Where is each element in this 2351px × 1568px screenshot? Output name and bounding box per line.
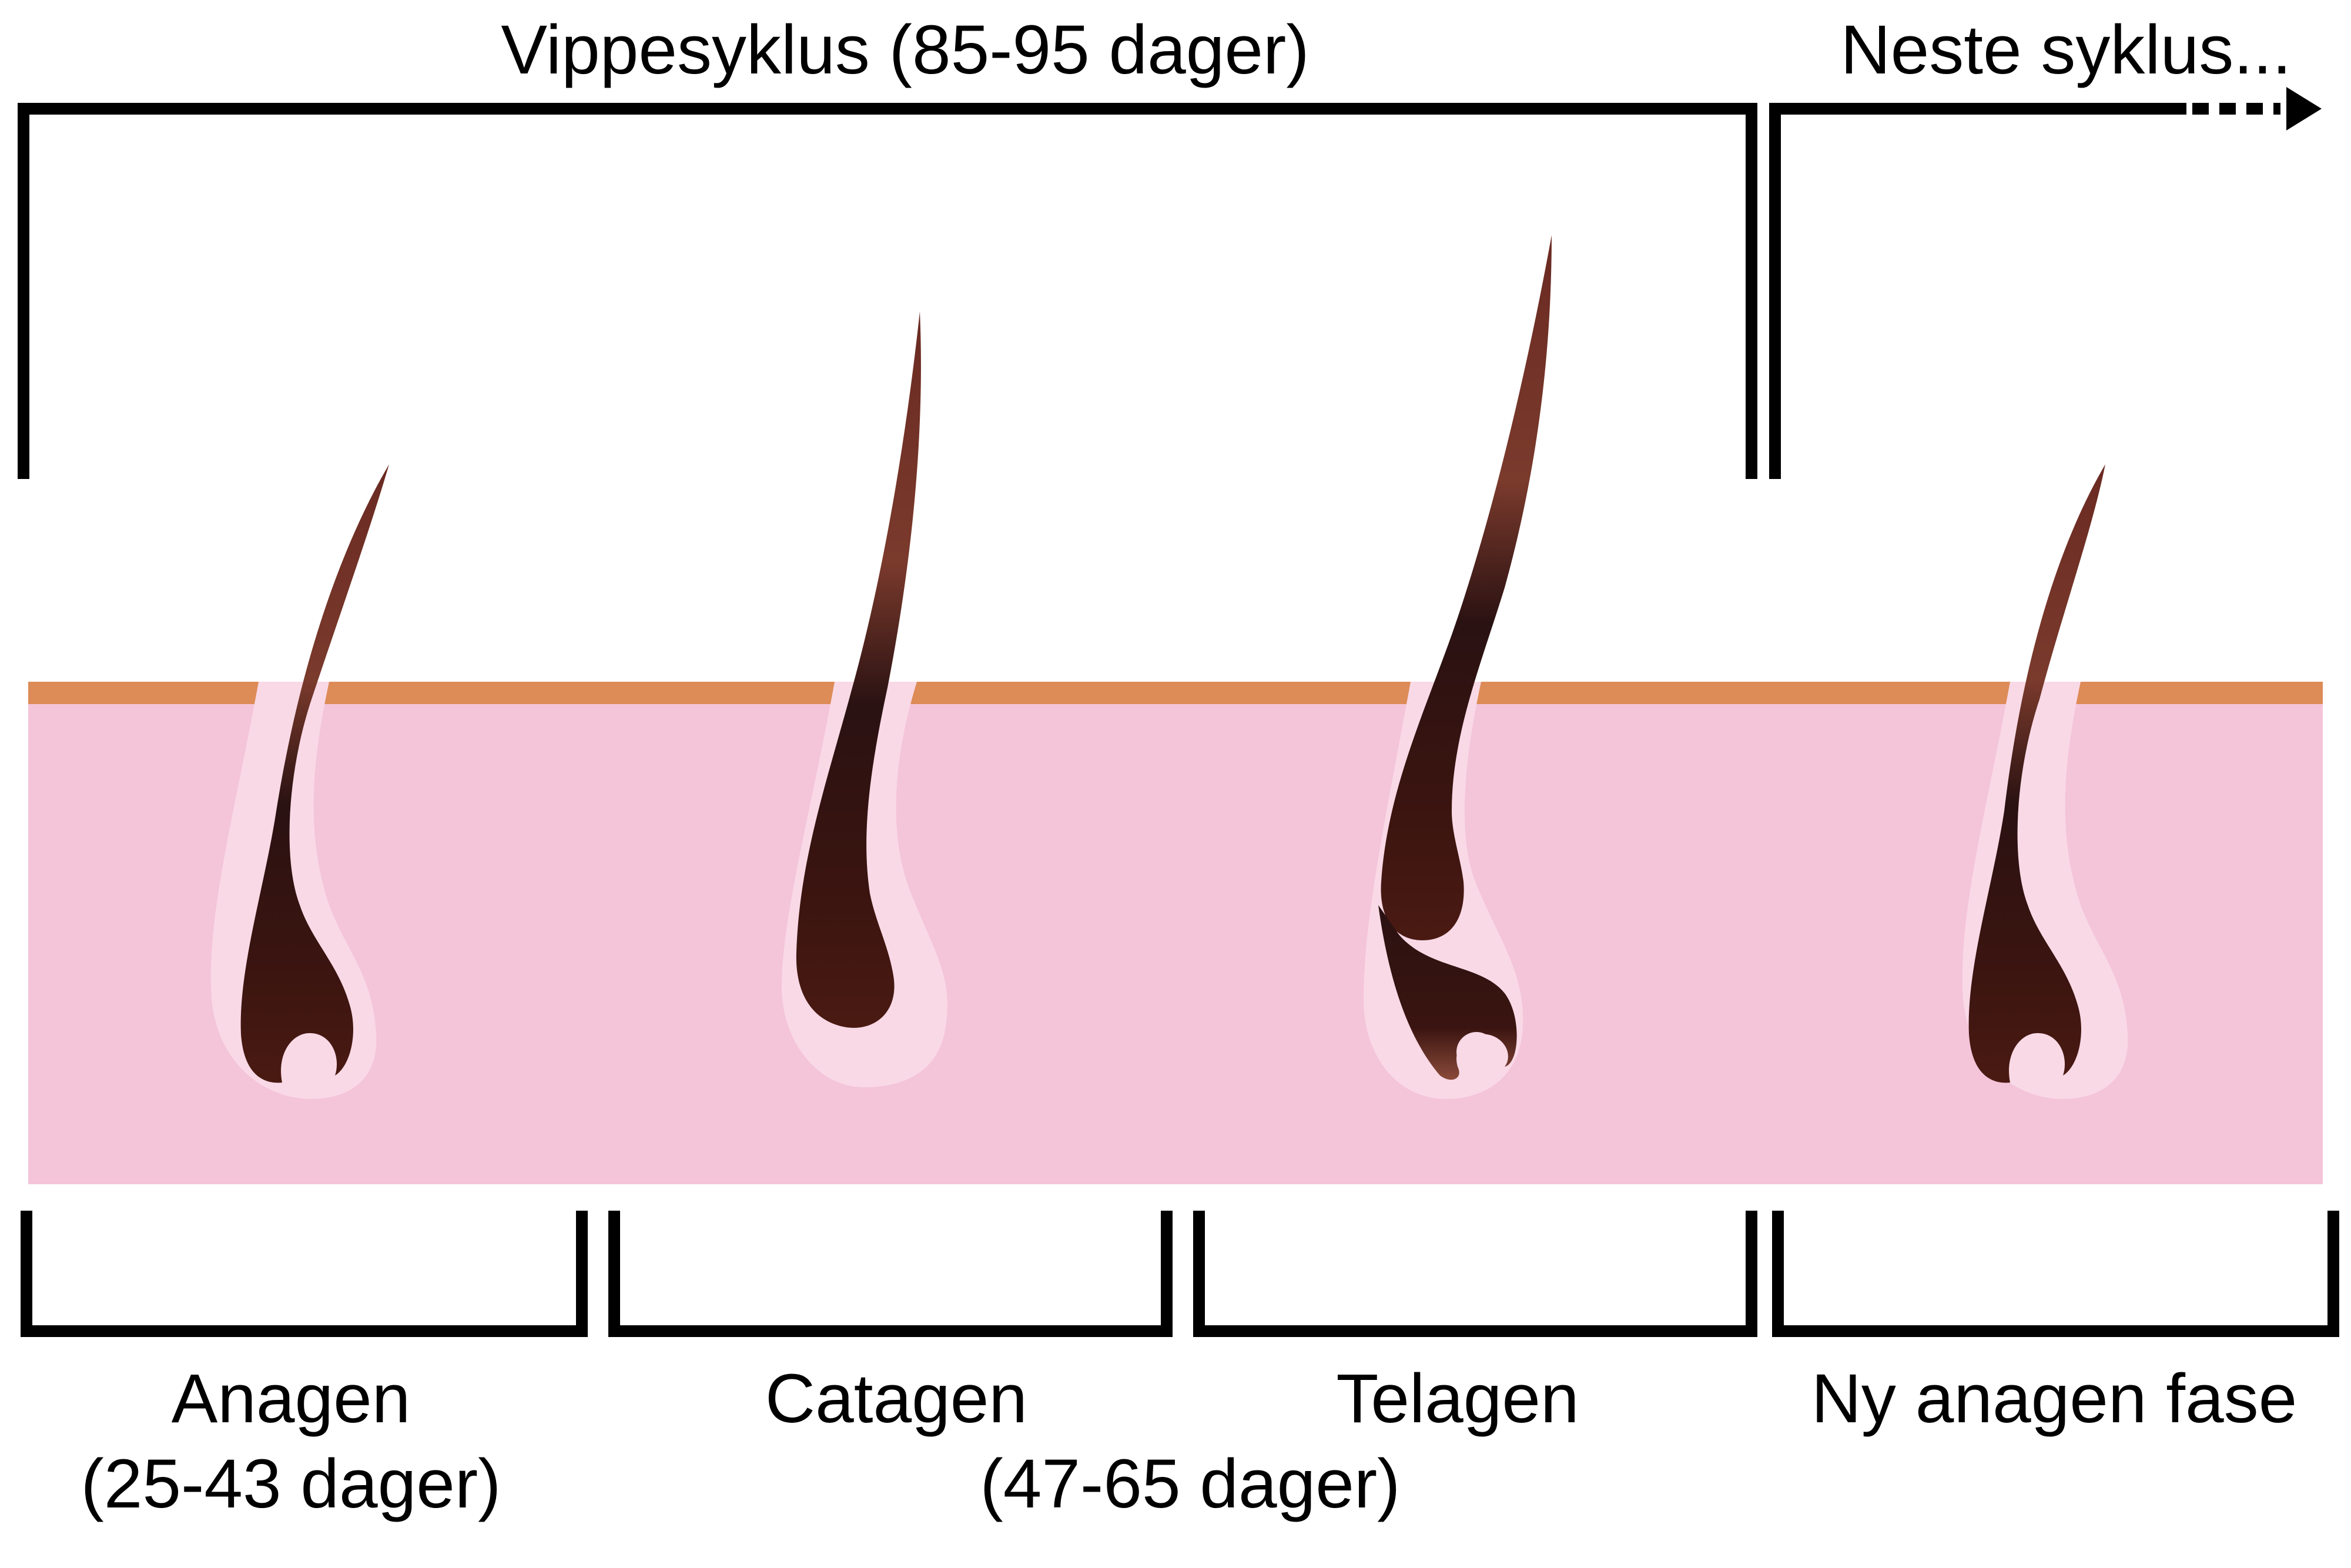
cycle-title: Vippesyklus (85-95 dager) [501,11,1309,89]
arrow-head-icon [2286,87,2322,130]
follicle-telagen [1364,235,1552,1099]
phase-bracket-telagen [1193,1211,1757,1337]
cycle-bracket [18,103,1757,479]
phase-bracket-catagen [608,1211,1173,1337]
next-cycle-bracket [1769,103,2186,479]
phase-label-telagen: Telagen [1336,1360,1579,1438]
phase-bracket-new-anagen [1772,1211,2339,1337]
phase-label-anagen: Anagen [172,1360,411,1438]
phase-bracket-anagen [21,1211,588,1337]
follicle-catagen [782,311,947,1087]
phase-label-catagen: Catagen [765,1360,1027,1438]
phase-duration-anagen: (25-43 dager) [81,1445,501,1523]
follicle-anagen [210,464,389,1099]
skin-surface [28,682,2323,704]
phase-label-new-anagen: Ny anagen fase [1811,1360,2298,1438]
shared-duration-catagen-telagen: (47-65 dager) [980,1445,1401,1523]
follicle-new-anagen [1962,464,2128,1099]
next-cycle-label: Neste syklus... [1840,11,2291,89]
skin-layer [28,682,2323,1184]
